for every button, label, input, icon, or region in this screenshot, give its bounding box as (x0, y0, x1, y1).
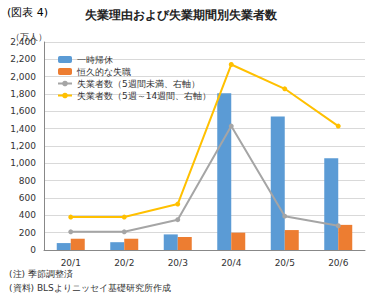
svg-text:失業者数（5週～14週間、右軸）: 失業者数（5週～14週間、右軸） (77, 91, 211, 101)
svg-text:1,600: 1,600 (10, 106, 36, 116)
svg-text:20/6: 20/6 (328, 258, 348, 268)
svg-text:2,000: 2,000 (10, 72, 36, 82)
svg-text:失業理由および失業期間別失業者数: 失業理由および失業期間別失業者数 (85, 8, 278, 22)
svg-text:失業者数（5週間未満、右軸）: 失業者数（5週間未満、右軸） (77, 79, 200, 89)
svg-text:（万人）: （万人） (11, 32, 47, 42)
svg-text:(図表 4): (図表 4) (7, 6, 48, 19)
svg-text:20/1: 20/1 (61, 258, 81, 268)
svg-text:20/3: 20/3 (168, 258, 188, 268)
svg-text:恒久的な失職: 恒久的な失職 (76, 67, 131, 77)
svg-text:1,400: 1,400 (10, 124, 36, 134)
svg-text:1,800: 1,800 (10, 89, 36, 99)
svg-text:2,200: 2,200 (10, 54, 36, 64)
svg-text:1,200: 1,200 (10, 141, 36, 151)
svg-text:0: 0 (30, 245, 36, 255)
svg-text:一時帰休: 一時帰休 (77, 55, 113, 65)
svg-text:20/2: 20/2 (114, 258, 134, 268)
svg-text:(注) 季節調整済: (注) 季節調整済 (9, 269, 73, 279)
svg-text:20/4: 20/4 (221, 258, 241, 268)
svg-text:(資料) BLSよりニッセイ基礎研究所作成: (資料) BLSよりニッセイ基礎研究所作成 (9, 283, 171, 293)
svg-text:200: 200 (19, 228, 36, 238)
svg-text:400: 400 (19, 210, 36, 220)
svg-text:20/5: 20/5 (275, 258, 295, 268)
svg-text:1,000: 1,000 (10, 158, 36, 168)
svg-text:600: 600 (19, 193, 36, 203)
svg-text:800: 800 (19, 176, 36, 186)
svg-text:2,400: 2,400 (10, 37, 36, 47)
